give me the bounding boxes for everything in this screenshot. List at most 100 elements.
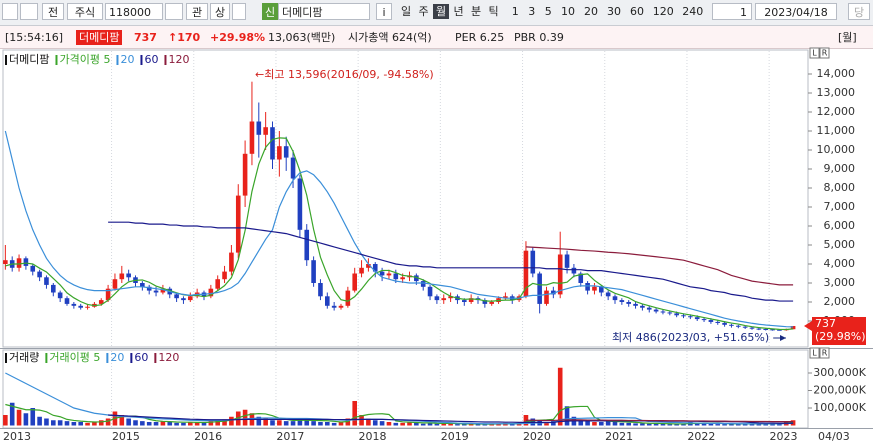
candle-body: [701, 319, 707, 321]
interval-button[interactable]: 5: [544, 5, 552, 18]
y-tick-label: 3,000: [824, 276, 856, 289]
candle-body: [318, 283, 323, 297]
volume-bar: [564, 406, 570, 426]
legend-label: 20: [110, 351, 124, 364]
candle-body: [578, 273, 584, 283]
interval-button[interactable]: 3: [528, 5, 536, 18]
volume-bar: [71, 422, 77, 426]
candle-body: [503, 296, 508, 299]
period-button[interactable]: 틱: [488, 5, 499, 18]
last-price-pointer: [804, 320, 812, 331]
watch-button[interactable]: 관: [186, 3, 208, 20]
interval-button[interactable]: 60: [630, 5, 644, 18]
annotation-arrowhead: [780, 335, 786, 341]
volume-bar: [37, 416, 42, 426]
candle-body: [188, 296, 193, 301]
volume-bar: [599, 422, 604, 426]
y-tick-label: 200,000K: [813, 384, 866, 397]
change-pct: +29.98%: [210, 31, 266, 44]
last-price-label: 737: [815, 317, 836, 330]
date-input[interactable]: 2023/04/18: [755, 3, 837, 20]
market-button[interactable]: 전: [42, 3, 64, 20]
name-input[interactable]: 더메디팜: [278, 3, 370, 20]
spin-button[interactable]: [232, 3, 246, 20]
volume-bar: [23, 413, 29, 426]
menu-button[interactable]: [2, 3, 18, 20]
interval-button[interactable]: 120: [652, 5, 674, 18]
period-button[interactable]: 년: [453, 5, 464, 18]
candle-body: [304, 229, 310, 261]
change: ↑170: [168, 31, 201, 44]
period-button[interactable]: 주: [418, 5, 429, 18]
x-tick-label: 2022: [687, 430, 715, 443]
y-tick-label: 10,000: [817, 143, 856, 156]
period-button[interactable]: 월: [433, 4, 449, 19]
up-button[interactable]: 상: [210, 3, 230, 20]
candle-body: [434, 296, 440, 301]
period-button[interactable]: 분: [470, 5, 482, 18]
volume-bar: [694, 422, 700, 426]
candle-body: [756, 328, 762, 330]
y-tick-label: 300,000K: [813, 366, 866, 379]
candle-body: [414, 275, 419, 282]
today-button[interactable]: 당: [848, 3, 870, 20]
volume-bar: [119, 415, 125, 426]
x-tick-label: 2023: [770, 430, 798, 443]
legend-label: 120: [168, 53, 189, 66]
period-button[interactable]: 일: [400, 5, 412, 18]
candle-body: [98, 300, 104, 304]
volume-bar: [640, 423, 645, 426]
candle-body: [242, 153, 248, 196]
candle-body: [181, 298, 186, 301]
legend-label: 120: [158, 351, 179, 364]
count-input[interactable]: 1: [712, 3, 752, 20]
volume-bar: [277, 420, 282, 426]
x-tick-label: 2013: [3, 430, 31, 443]
candle-body: [146, 286, 152, 291]
candle-body: [468, 298, 474, 302]
legend-swatch: [45, 353, 48, 363]
interval-button[interactable]: 240: [682, 5, 704, 18]
interval-button[interactable]: 10: [561, 5, 575, 18]
x-tick-label: 2017: [276, 430, 304, 443]
volume-bar: [174, 422, 179, 426]
candle-body: [729, 324, 734, 326]
search-button[interactable]: [165, 3, 183, 20]
candle-body: [30, 265, 36, 272]
volume-bar: [153, 422, 159, 426]
candle-body: [427, 286, 433, 297]
volume-bar: [229, 416, 234, 426]
candle-body: [646, 307, 652, 310]
candle-body: [44, 277, 49, 285]
interval-button[interactable]: 20: [584, 5, 598, 18]
volume-bar: [715, 424, 721, 426]
volume-bar: [181, 422, 186, 426]
candle-body: [571, 267, 577, 274]
market-select[interactable]: 주식: [67, 3, 103, 20]
info-button[interactable]: i: [376, 3, 392, 20]
legend-label: 60: [134, 351, 148, 364]
info-bar: [15:54:16] 더메디팜 737 ↑170 +29.98% 13,063(…: [0, 26, 873, 49]
volume-bar: [256, 416, 262, 426]
y-tick-label: 6,000: [824, 219, 856, 232]
candle-body: [119, 273, 125, 280]
interval-button[interactable]: 1: [511, 5, 519, 18]
y-tick-label: 4,000: [824, 257, 856, 270]
candle-body: [256, 121, 262, 135]
interval-button[interactable]: 30: [607, 5, 621, 18]
volume-bar: [311, 421, 316, 426]
candle-body: [420, 281, 426, 287]
code-input[interactable]: 118000: [105, 3, 163, 20]
volume-bar: [509, 423, 515, 426]
candle-body: [277, 146, 282, 160]
legend-swatch: [106, 353, 109, 363]
expand-button[interactable]: [20, 3, 38, 20]
candle-body: [105, 288, 111, 301]
candle-body: [325, 296, 330, 306]
volume-bar: [393, 422, 399, 426]
moving-average-line: [4, 130, 794, 328]
panel-button: [819, 47, 830, 59]
volume-bar: [64, 421, 70, 426]
